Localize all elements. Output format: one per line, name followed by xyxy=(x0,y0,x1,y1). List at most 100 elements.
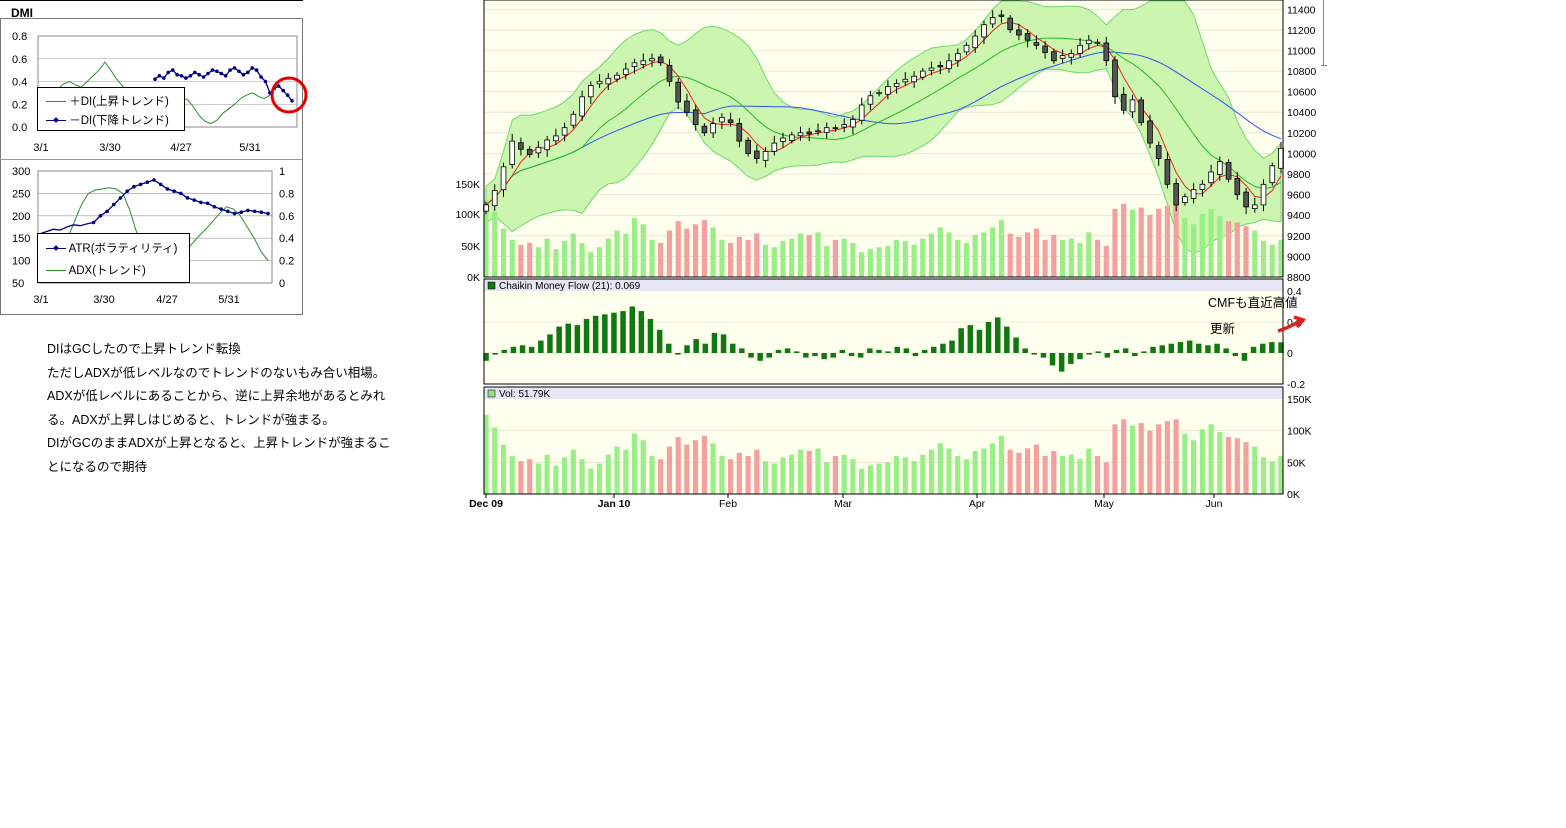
atr-point xyxy=(98,214,103,218)
cmf-tick: 0.4 xyxy=(1287,286,1302,298)
candle-body xyxy=(1234,177,1241,196)
volume-overlay-bar xyxy=(597,247,603,277)
cmf-bar xyxy=(1004,326,1010,353)
volume-overlay-bar xyxy=(797,233,804,277)
cmf-bar xyxy=(638,311,645,353)
month-label: May xyxy=(1094,498,1115,510)
cmf-bar xyxy=(666,343,672,353)
cmf-bar xyxy=(1241,353,1248,361)
vol-bar xyxy=(911,461,917,494)
moving-average-green xyxy=(485,37,1282,206)
vol-bar xyxy=(553,465,559,494)
volume-overlay-bars xyxy=(483,199,1284,277)
candle-body xyxy=(491,190,498,207)
candle-body xyxy=(684,100,690,113)
minus-di-point xyxy=(175,72,179,77)
minus-di-point xyxy=(157,74,162,78)
price-volume-tick: 150K xyxy=(455,179,480,191)
vol-bar xyxy=(631,433,638,494)
volume-overlay-bar xyxy=(710,227,716,277)
adx-left-tick: 300 xyxy=(12,166,30,178)
atr-point xyxy=(125,189,129,193)
note-line: DIはGCしたので上昇トレンド転換 xyxy=(47,342,241,356)
volume-overlay-bar xyxy=(1217,216,1223,277)
volume-overlay-bar xyxy=(719,239,725,277)
volume-overlay-bar xyxy=(911,244,917,277)
cmf-bar xyxy=(985,322,992,353)
cmf-bar xyxy=(949,340,955,353)
candle-body xyxy=(570,113,577,126)
candle-body xyxy=(518,142,524,150)
volume-overlay-bar xyxy=(885,246,891,277)
volume-overlay-bar xyxy=(1129,210,1136,277)
cmf-bar xyxy=(501,349,507,353)
candle-body xyxy=(649,58,655,62)
plus-di-legend-swatch xyxy=(46,101,66,103)
candle-body xyxy=(553,135,559,142)
minus-di-point xyxy=(201,75,206,79)
cmf-bar xyxy=(720,334,727,353)
cmf-header-bar xyxy=(484,279,1283,291)
candle-body xyxy=(666,64,673,82)
volume-overlay-bar xyxy=(806,234,812,277)
cmf-bar xyxy=(1205,345,1211,354)
price-tick: 9600 xyxy=(1287,190,1311,202)
volume-overlay-bar xyxy=(728,242,734,277)
volume-overlay-bar xyxy=(1112,208,1118,277)
candle-body xyxy=(1112,59,1118,98)
price-tick: 10000 xyxy=(1287,148,1316,160)
note-line: ADXが低レベルにあることから、逆に上昇余地があるとみれ xyxy=(47,389,386,403)
volume-overlay-bar xyxy=(1243,226,1249,277)
candle-body xyxy=(631,62,638,67)
vol-bar xyxy=(701,435,707,494)
candle-body xyxy=(526,148,533,155)
vol-bar xyxy=(1016,452,1022,494)
candle-body xyxy=(1208,171,1214,184)
cmf-bar xyxy=(803,353,809,358)
volume-overlay-bar xyxy=(544,238,550,277)
vol-bar xyxy=(832,456,838,494)
adx-x-tick: 3/1 xyxy=(33,294,48,306)
cmf-bar xyxy=(1068,353,1074,364)
note-line: とになるので期待 xyxy=(47,459,148,474)
adx-left-tick: 150 xyxy=(12,233,30,245)
cmf-bar xyxy=(867,348,873,353)
candle-body xyxy=(710,123,716,134)
vol-bar xyxy=(1033,444,1039,494)
atr-point xyxy=(246,208,250,213)
price-panel-frame xyxy=(483,0,1284,278)
vol-bar xyxy=(588,468,594,494)
vol-bar xyxy=(1226,437,1232,494)
minus-di-point xyxy=(263,79,268,84)
candle-body xyxy=(841,124,847,128)
vol-bar xyxy=(1060,456,1066,494)
cmf-bar xyxy=(821,353,827,360)
cmf-bar xyxy=(1013,337,1019,353)
vol-bar xyxy=(1051,450,1057,494)
minus-di-point xyxy=(188,74,193,78)
cmf-bar xyxy=(1150,346,1156,353)
cmf-bar xyxy=(903,348,910,353)
adx-legend: ATR(ボラティリティ) ADX(トレンド) xyxy=(37,233,190,283)
vol-bar xyxy=(509,456,515,494)
volume-overlay-bar xyxy=(876,247,882,277)
cmf-bar xyxy=(1250,346,1257,353)
cmf-annotation-line1: CMFも直近高値 xyxy=(1208,296,1298,310)
price-tick: 9800 xyxy=(1287,169,1311,181)
cmf-bar xyxy=(1113,349,1120,353)
volume-overlay-bar xyxy=(1156,208,1162,277)
volume-overlay-bar xyxy=(762,244,769,277)
vol-bar xyxy=(789,454,795,494)
candle-body xyxy=(885,86,891,95)
cmf-bar xyxy=(583,318,590,353)
dmi-x-tick: 3/1 xyxy=(33,142,48,154)
vol-bar xyxy=(605,454,611,494)
candle-body xyxy=(727,119,734,124)
candle-body xyxy=(623,68,629,75)
candle-body xyxy=(1059,55,1066,59)
volume-overlay-bar xyxy=(920,238,926,277)
cmf-label: Chaikin Money Flow (21): 0.069 xyxy=(499,281,641,292)
price-volume-tick: 100K xyxy=(455,209,480,221)
vol-bar xyxy=(544,454,550,494)
adx-right-tick: 0.6 xyxy=(279,211,294,223)
